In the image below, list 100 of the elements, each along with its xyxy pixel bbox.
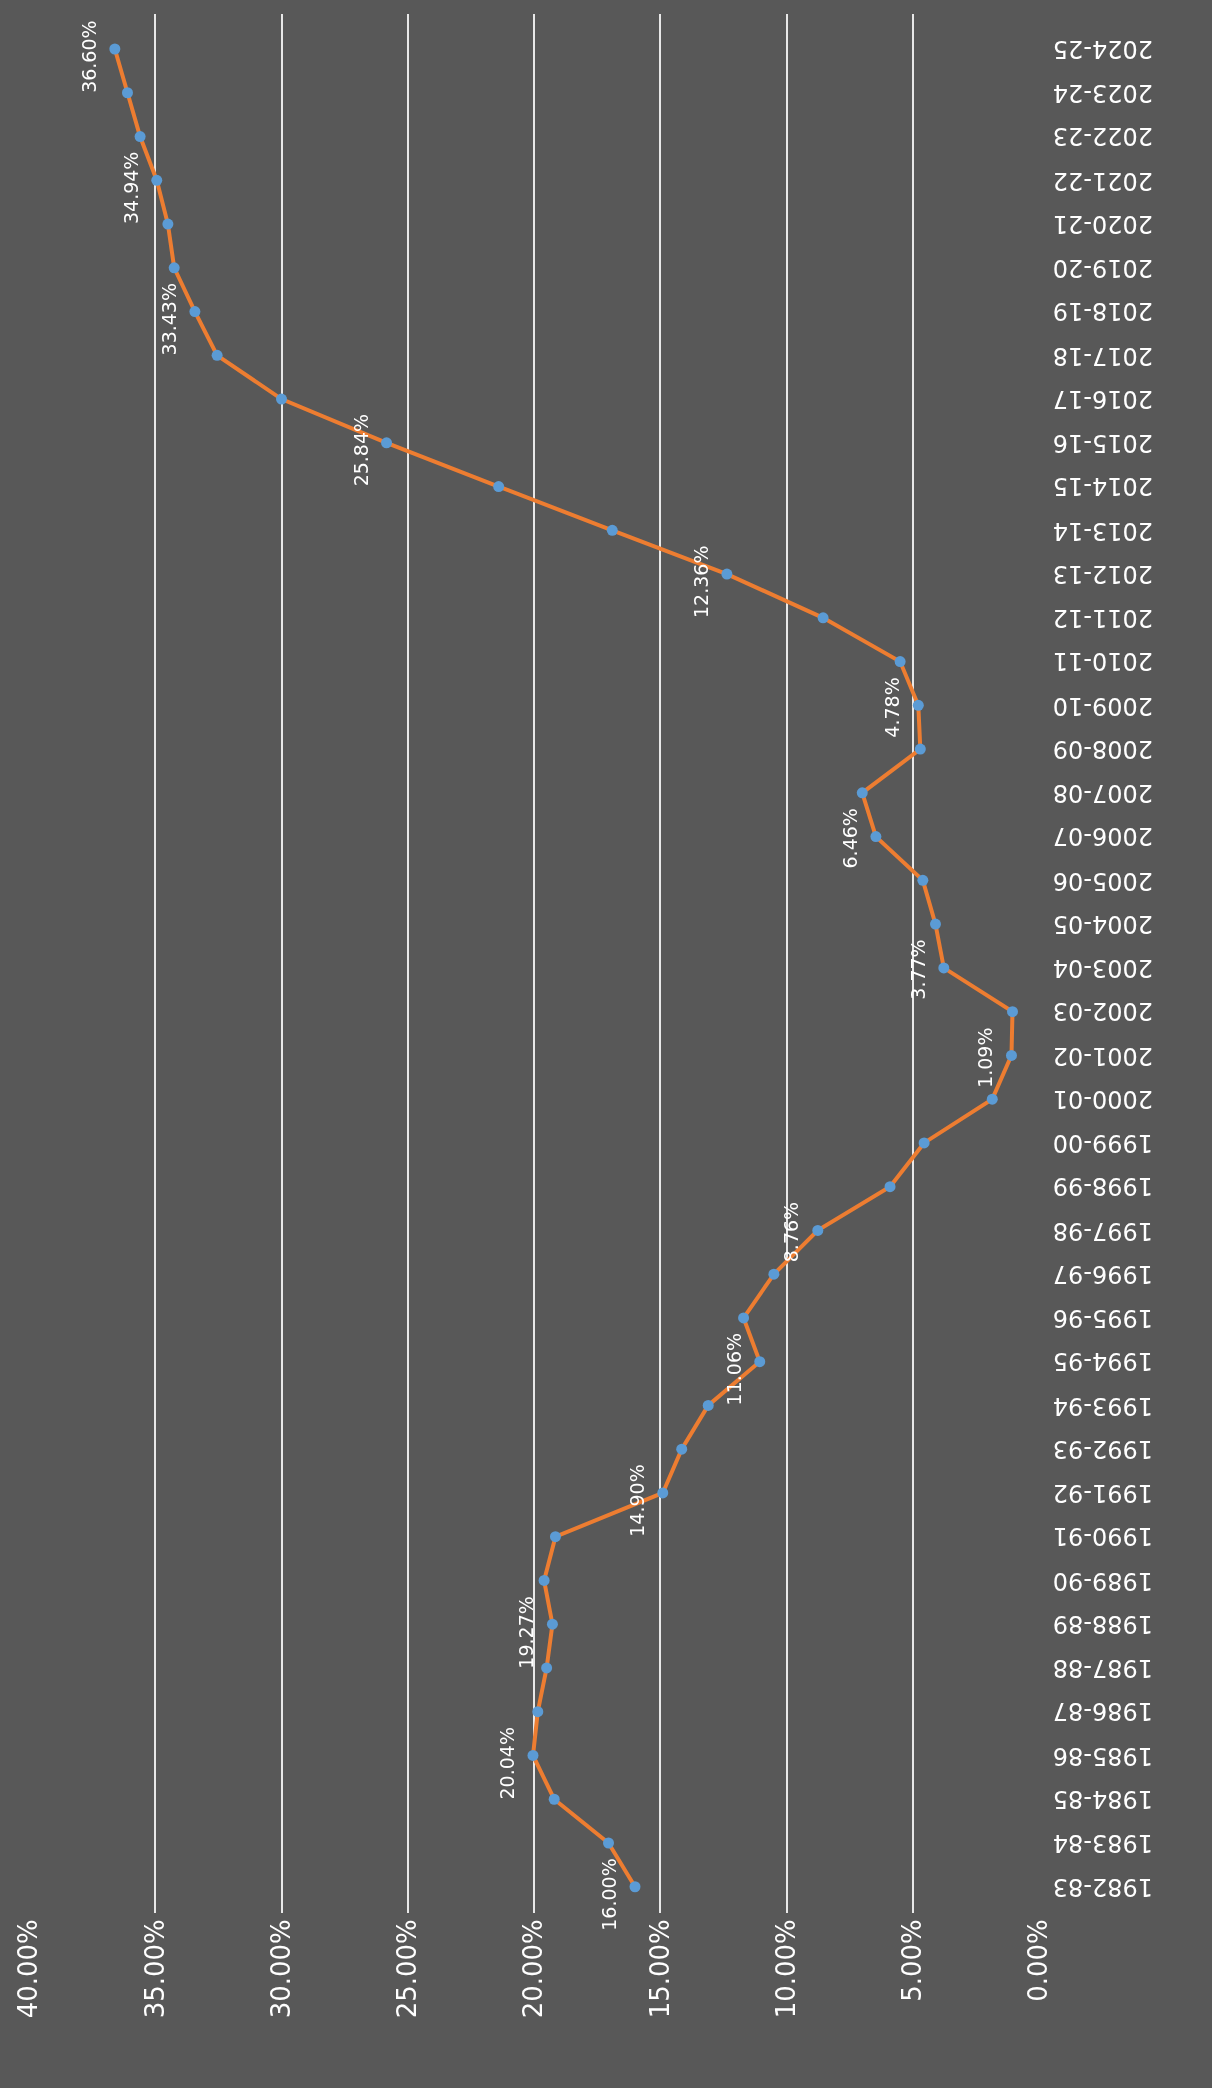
y-tick-label: 2020-21 [1052, 210, 1153, 239]
point [884, 1181, 896, 1193]
point [538, 1574, 550, 1586]
y-tick-label: 2015-16 [1052, 428, 1153, 457]
data-label: 20.04% [495, 1727, 518, 1800]
y-tick-label: 2002-03 [1052, 997, 1153, 1026]
point [914, 743, 926, 755]
y-tick-label: 2019-20 [1052, 253, 1153, 282]
x-tick-label: 15.00% [644, 1919, 675, 2019]
point [702, 1399, 714, 1411]
y-tick-label: 2018-19 [1052, 297, 1153, 326]
y-tick-label: 2023-24 [1052, 78, 1153, 107]
point [276, 393, 287, 405]
y-tick-label: 1986-87 [1052, 1697, 1153, 1726]
point [817, 612, 829, 624]
point [162, 218, 174, 230]
point [738, 1312, 750, 1324]
point [548, 1793, 560, 1805]
point [629, 1881, 641, 1893]
data-label: 6.46% [839, 808, 862, 869]
y-tick-label: 1988-89 [1052, 1610, 1153, 1639]
point [1006, 1006, 1018, 1018]
point [151, 174, 163, 186]
data-label: 12.36% [689, 545, 712, 618]
point [527, 1749, 539, 1761]
point [812, 1224, 824, 1236]
y-tick-label: 1996-97 [1052, 1260, 1153, 1289]
data-label: 11.06% [723, 1332, 746, 1406]
x-tick-label: 30.00% [265, 1919, 296, 2019]
x-tick-label: 10.00% [770, 1919, 801, 2019]
y-tick-label: 2017-18 [1052, 341, 1153, 370]
point [721, 568, 733, 580]
point [602, 1837, 614, 1849]
data-label: 4.78% [880, 677, 903, 738]
y-tick-label: 2005-06 [1052, 866, 1153, 895]
point [918, 1137, 930, 1149]
point [168, 262, 180, 274]
y-tick-label: 2024-25 [1052, 35, 1153, 63]
y-tick-label: 2012-13 [1052, 560, 1153, 589]
x-tick-label: 0.00% [1023, 1919, 1054, 2002]
point [134, 131, 146, 143]
data-label: 36.60% [77, 20, 100, 93]
point [676, 1443, 688, 1455]
y-tick-label: 2013-14 [1052, 516, 1153, 545]
point [657, 1487, 669, 1499]
y-tick-label: 1992-93 [1052, 1435, 1153, 1464]
point [1005, 1049, 1017, 1061]
x-tick-label: 5.00% [897, 1919, 928, 2002]
data-label: 8.76% [780, 1201, 803, 1263]
point [546, 1618, 558, 1630]
y-tick-label: 2021-22 [1052, 166, 1153, 195]
x-tick-label: 20.00% [518, 1919, 549, 2019]
y-tick-label: 1982-83 [1052, 1872, 1153, 1901]
y-tick-label: 2016-17 [1052, 385, 1153, 414]
data-label: 1.09% [974, 1027, 997, 1088]
point [894, 656, 906, 668]
data-label: 25.84% [349, 413, 372, 487]
y-tick-label: 2010-11 [1052, 647, 1153, 676]
y-tick-label: 1997-98 [1052, 1216, 1153, 1245]
point [606, 524, 618, 536]
point [493, 481, 505, 493]
y-tick-label: 2003-04 [1052, 953, 1153, 982]
y-tick-label: 1999-00 [1052, 1128, 1153, 1157]
y-tick-label: 1985-86 [1052, 1741, 1153, 1770]
x-tick-label: 35.00% [139, 1919, 170, 2019]
y-tick-label: 1995-96 [1052, 1303, 1153, 1332]
y-tick-label: 1998-99 [1052, 1172, 1153, 1201]
y-tick-label: 1991-92 [1052, 1478, 1153, 1507]
data-label: 34.94% [119, 151, 142, 225]
point [109, 43, 121, 55]
y-tick-label: 1983-84 [1052, 1828, 1153, 1857]
point [929, 918, 941, 930]
y-tick-label: 2000-01 [1052, 1085, 1153, 1114]
point [768, 1268, 780, 1280]
y-tick-label: 1994-95 [1052, 1347, 1153, 1376]
point [381, 437, 393, 449]
y-tick-label: 2006-07 [1052, 822, 1153, 851]
y-tick-label: 1987-88 [1052, 1653, 1153, 1682]
x-tick-label: 25.00% [392, 1919, 423, 2019]
point [549, 1531, 561, 1543]
point [189, 306, 201, 318]
data-label: 16.00% [598, 1858, 621, 1931]
data-label: 3.77% [906, 939, 929, 1000]
point [938, 962, 950, 974]
point [986, 1093, 998, 1105]
y-tick-label: 1993-94 [1052, 1391, 1153, 1420]
point [541, 1662, 553, 1674]
y-tick-label: 2014-15 [1052, 472, 1153, 501]
x-tick-label: 40.00% [13, 1919, 44, 2019]
y-tick-label: 2011-12 [1052, 603, 1153, 632]
y-tick-label: 2008-09 [1052, 735, 1153, 764]
point [211, 349, 223, 361]
point [532, 1706, 544, 1718]
y-tick-label: 1989-90 [1052, 1566, 1153, 1595]
y-tick-label: 2009-10 [1052, 691, 1153, 720]
point [754, 1356, 766, 1368]
point [121, 87, 133, 99]
y-tick-label: 1984-85 [1052, 1785, 1153, 1814]
data-label: 33.43% [158, 282, 181, 356]
y-tick-label: 2001-02 [1052, 1041, 1153, 1070]
